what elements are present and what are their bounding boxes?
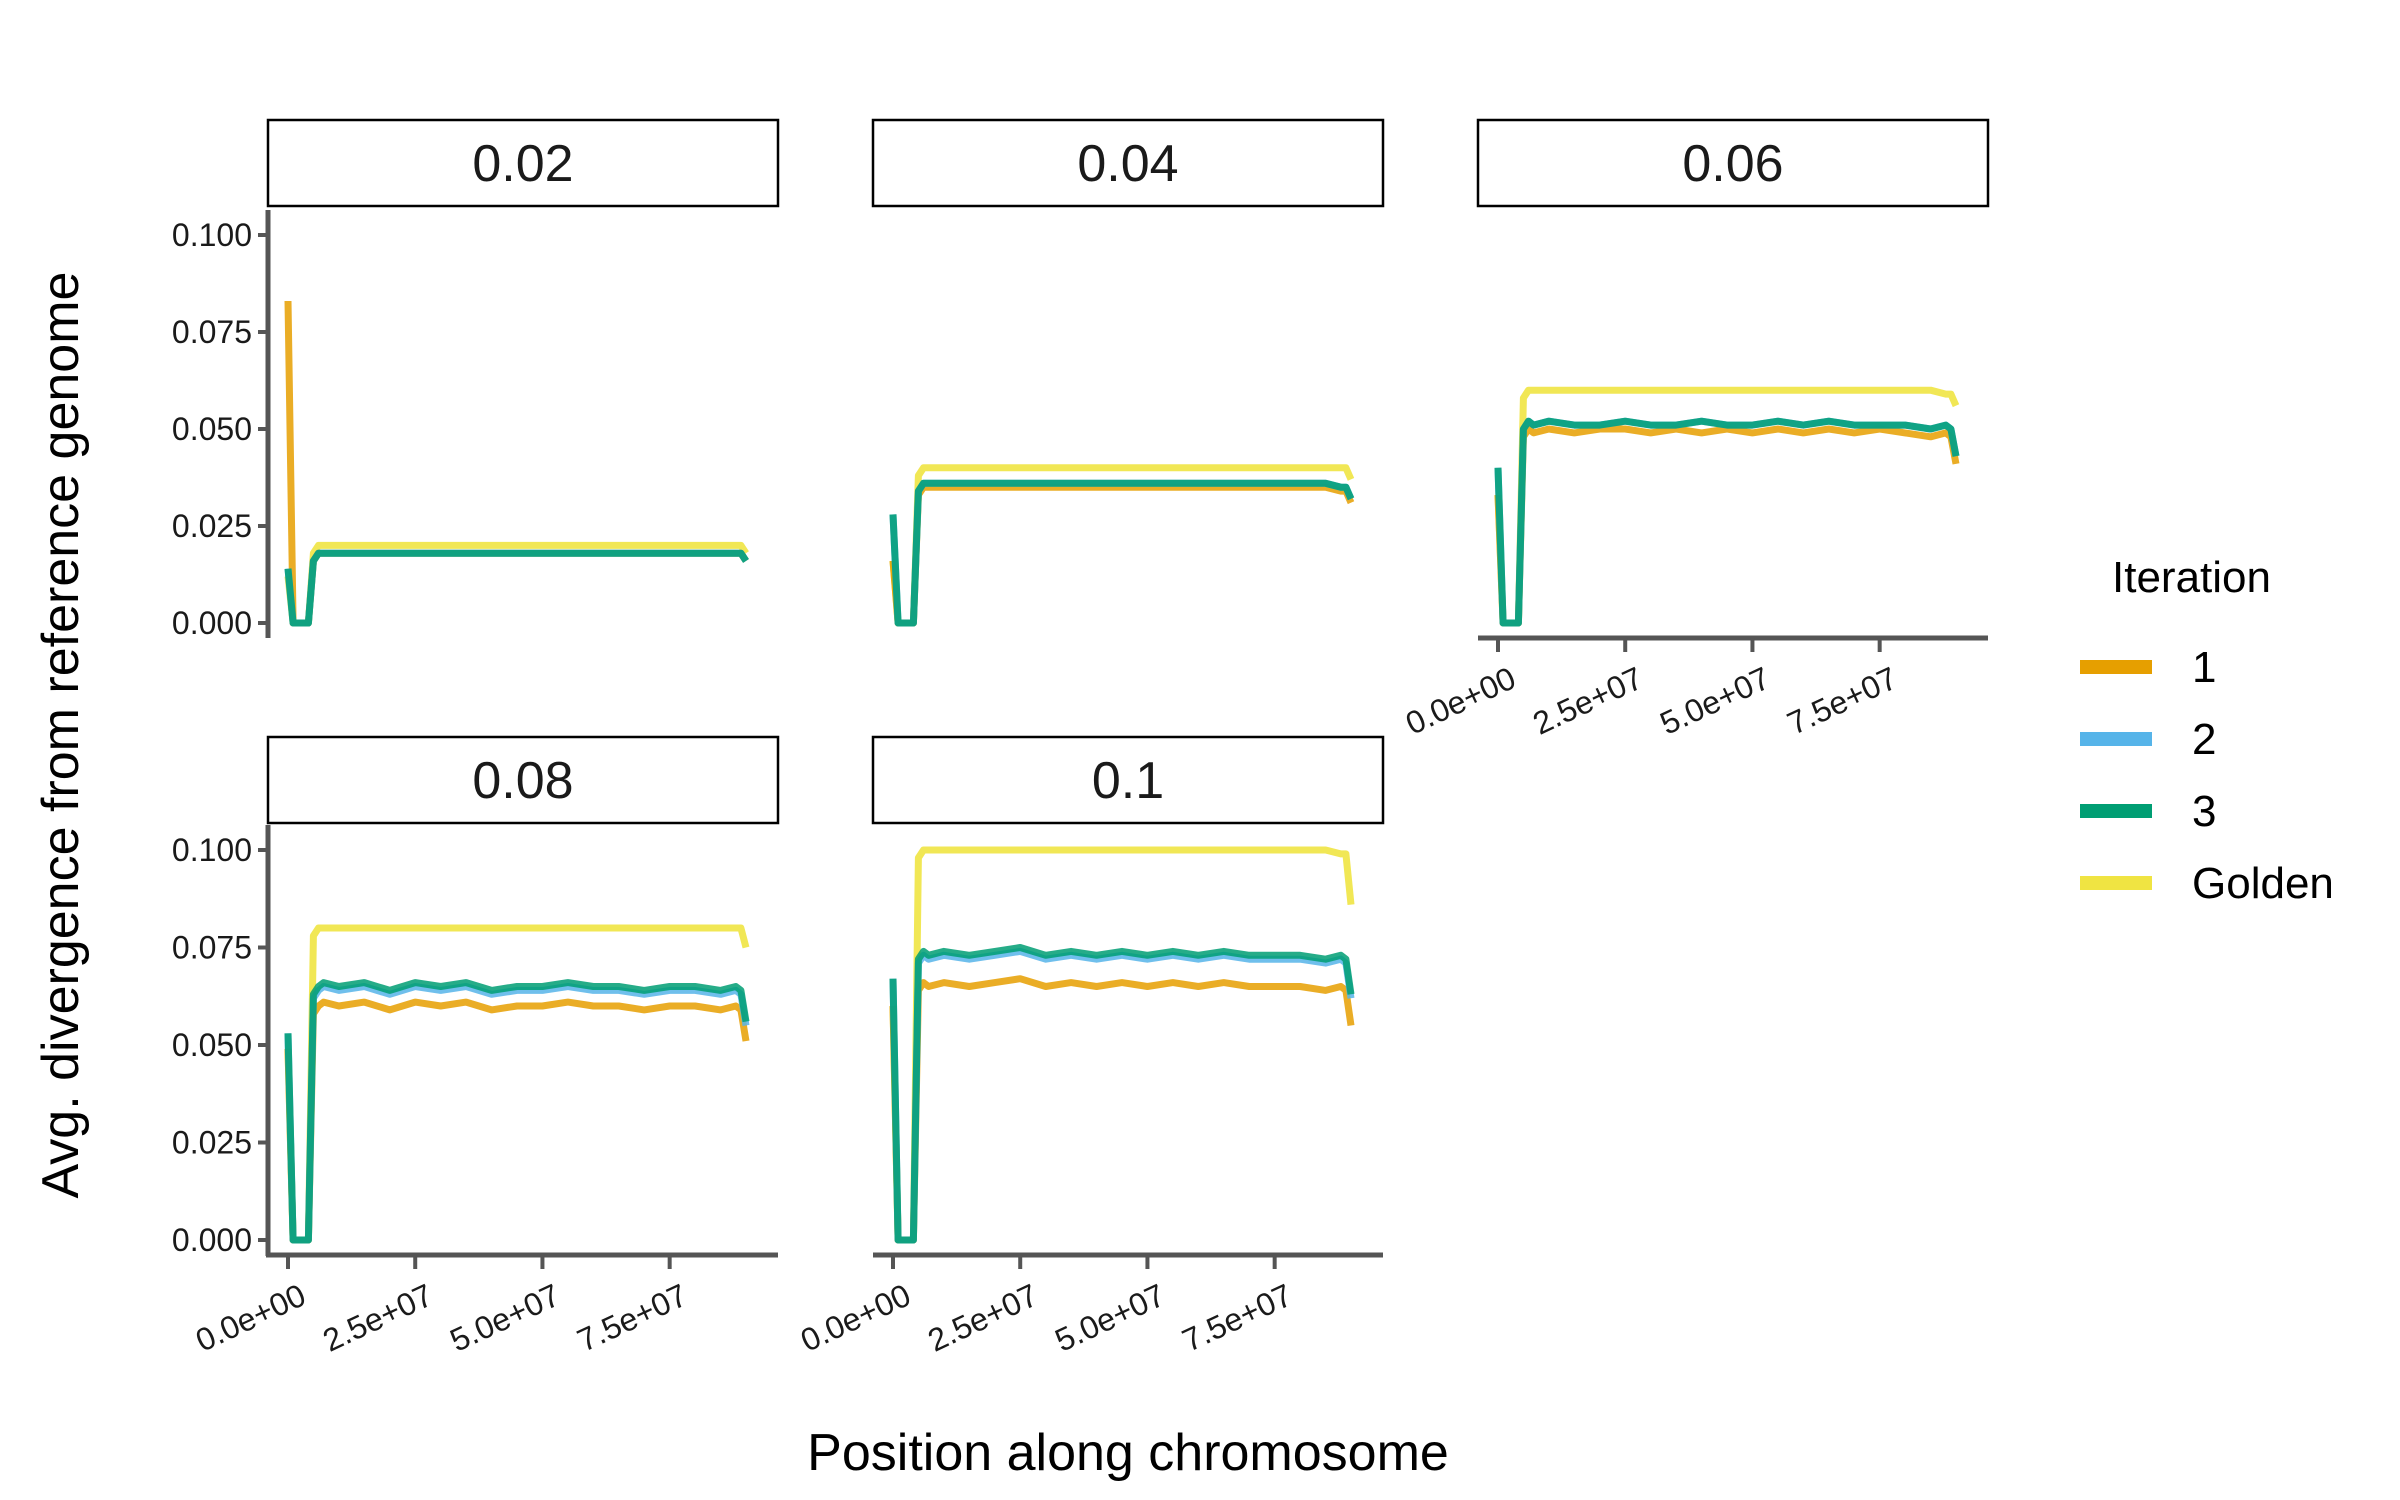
legend-label: 3 [2192, 787, 2216, 836]
facet-strip-0.02 [266, 118, 780, 208]
x-tick-label: 2.5e+07 [317, 1277, 438, 1359]
series-line-iteration-3 [1494, 417, 1960, 627]
x-tick-label: 0.0e+00 [1400, 660, 1521, 742]
series-line-iteration-3 [889, 944, 1355, 1244]
facet-strip-0.1 [871, 735, 1385, 825]
x-tick-label: 7.5e+07 [1782, 660, 1903, 742]
series-line-iteration-2 [284, 983, 750, 1244]
series-line-iteration-3 [284, 979, 750, 1244]
y-tick-label: 0.050 [172, 411, 252, 447]
y-tick-label: 0.025 [172, 1125, 252, 1161]
facet-panel-0.04: 0.04 [871, 118, 1385, 627]
series-line-iteration-2 [889, 479, 1355, 627]
facet-strip-0.06 [1476, 118, 1990, 208]
series-line-iteration-1 [284, 300, 749, 627]
y-tick-label: 0.000 [172, 605, 252, 641]
facet-panel-0.02: 0.02 0.000 0.025 0.050 0.075 0.100 [172, 118, 780, 641]
x-tick-label: 2.5e+07 [1527, 660, 1648, 742]
x-tick-label: 5.0e+07 [1655, 660, 1776, 742]
facet-strip-0.04 [871, 118, 1385, 208]
x-tick-label: 0.0e+00 [190, 1277, 311, 1359]
x-tick-label: 7.5e+07 [572, 1277, 693, 1359]
x-axis-title: Position along chromosome [807, 1424, 1449, 1482]
facet-strip-label: 0.06 [1682, 135, 1783, 193]
y-tick-label: 0.075 [172, 314, 252, 350]
legend-title: Iteration [2112, 553, 2271, 602]
series-line-iteration-1 [1494, 425, 1960, 627]
series-line-golden [284, 541, 749, 627]
facet-panel-0.08: 0.08 0.000 0.025 0.050 0.075 0.100 0.0e+00 2.5e… [172, 735, 780, 1359]
series-line-iteration-1 [284, 998, 750, 1244]
series-line-iteration-2 [1494, 417, 1960, 627]
y-axis-title: Avg. divergence from reference genome [32, 272, 90, 1199]
x-tick-label: 2.5e+07 [922, 1277, 1043, 1359]
facet-strip-0.08 [266, 735, 780, 825]
facet-strip-label: 0.1 [1092, 752, 1164, 810]
facet-strip-label: 0.04 [1077, 135, 1178, 193]
series-line-iteration-3 [889, 479, 1355, 627]
legend: Iteration 1 2 3 Golden [2080, 553, 2334, 908]
series-line-iteration-2 [889, 947, 1355, 1244]
x-tick-label: 5.0e+07 [445, 1277, 566, 1359]
series-line-iteration-1 [889, 483, 1355, 627]
series-line-golden [284, 924, 750, 1244]
series-line-iteration-1 [889, 975, 1355, 1244]
y-tick-label: 0.050 [172, 1027, 252, 1063]
series-line-iteration-3 [284, 549, 749, 627]
facet-strip-label: 0.08 [472, 752, 573, 810]
legend-entries: 1 2 3 Golden [2080, 643, 2334, 908]
series-line-golden [889, 464, 1355, 627]
legend-label: 2 [2192, 715, 2216, 764]
x-tick-label: 7.5e+07 [1177, 1277, 1298, 1359]
y-tick-label: 0.000 [172, 1222, 252, 1258]
legend-label: Golden [2192, 859, 2334, 908]
facet-panel-0.1: 0.1 0.0e+00 2.5e+07 5.0e+07 7.5e+07 [795, 735, 1385, 1359]
x-tick-label: 5.0e+07 [1050, 1277, 1171, 1359]
y-tick-label: 0.100 [172, 832, 252, 868]
y-tick-label: 0.100 [172, 217, 252, 253]
facet-strip-label: 0.02 [472, 135, 573, 193]
legend-label: 1 [2192, 643, 2216, 692]
y-tick-label: 0.075 [172, 930, 252, 966]
series-line-iteration-2 [284, 549, 749, 627]
x-tick-label: 0.0e+00 [795, 1277, 916, 1359]
y-tick-label: 0.025 [172, 508, 252, 544]
facet-panel-0.06: 0.06 0.0e+00 2.5e+07 5.0e+07 7.5e+07 [1400, 118, 1990, 742]
series-line-golden [889, 846, 1355, 1244]
